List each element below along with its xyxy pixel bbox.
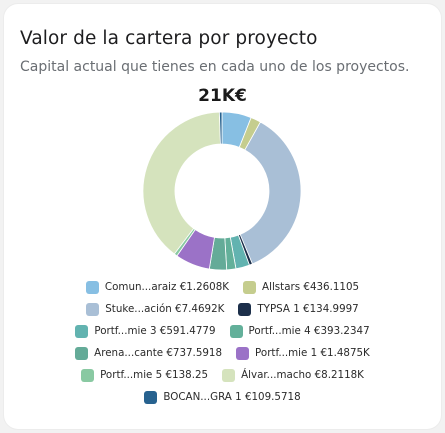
legend-label: Portf...mie 4 €393.2347 xyxy=(248,325,370,337)
legend-item[interactable]: Allstars €436.1105 xyxy=(243,280,360,294)
legend-swatch xyxy=(75,324,89,338)
legend-swatch xyxy=(75,346,89,360)
legend-label: Álvar...macho €8.2118K xyxy=(241,369,364,381)
legend-item[interactable]: BOCAN...GRA 1 €109.5718 xyxy=(144,390,301,404)
legend-swatch xyxy=(243,280,257,294)
legend-row: Portf...mie 5 €138.25 Álvar...macho €8.21… xyxy=(4,364,441,386)
portfolio-value-card: Valor de la cartera por proyecto Capital… xyxy=(4,4,441,429)
donut-slice[interactable] xyxy=(218,111,223,145)
legend-label: BOCAN...GRA 1 €109.5718 xyxy=(163,391,301,403)
legend-item[interactable]: Arena...cante €737.5918 xyxy=(75,346,223,360)
legend-label: TYPSA 1 €134.9997 xyxy=(257,303,359,315)
legend-item[interactable]: Portf...mie 1 €1.4875K xyxy=(236,346,370,360)
legend-item[interactable]: Comun...araiz €1.2608K xyxy=(85,280,230,294)
legend-swatch xyxy=(86,302,100,316)
card-title: Valor de la cartera por proyecto xyxy=(20,28,318,49)
legend-item[interactable]: Portf...mie 3 €591.4779 xyxy=(75,324,216,338)
legend-row: Stuke...ación €7.4692K TYPSA 1 €134.9997 xyxy=(4,298,441,320)
legend-item[interactable]: Portf...mie 5 €138.25 xyxy=(81,368,209,382)
legend-label: Portf...mie 5 €138.25 xyxy=(100,369,209,381)
donut-total-label: 21K€ xyxy=(198,86,247,106)
legend-label: Portf...mie 3 €591.4779 xyxy=(94,325,216,337)
legend-swatch xyxy=(236,346,250,360)
legend-label: Arena...cante €737.5918 xyxy=(94,347,223,359)
donut-chart xyxy=(142,111,302,271)
legend-row: Portf...mie 3 €591.4779 Portf...mie 4 €39… xyxy=(4,320,441,342)
legend-label: Comun...araiz €1.2608K xyxy=(104,281,230,293)
legend-label: Portf...mie 1 €1.4875K xyxy=(255,347,370,359)
legend-item[interactable]: Stuke...ación €7.4692K xyxy=(86,302,225,316)
legend-row: Arena...cante €737.5918 Portf...mie 1 €1.… xyxy=(4,342,441,364)
legend-swatch xyxy=(81,368,95,382)
donut-slice[interactable] xyxy=(142,111,221,255)
donut-slice[interactable] xyxy=(239,121,302,265)
chart-legend: Comun...araiz €1.2608K Allstars €436.1105… xyxy=(4,276,441,408)
legend-item[interactable]: TYPSA 1 €134.9997 xyxy=(238,302,359,316)
legend-row: Comun...araiz €1.2608K Allstars €436.1105 xyxy=(4,276,441,298)
legend-swatch xyxy=(238,302,252,316)
legend-swatch xyxy=(85,280,99,294)
legend-label: Allstars €436.1105 xyxy=(262,281,360,293)
legend-item[interactable]: Portf...mie 4 €393.2347 xyxy=(229,324,370,338)
legend-swatch xyxy=(144,390,158,404)
legend-swatch xyxy=(229,324,243,338)
card-subtitle: Capital actual que tienes en cada uno de… xyxy=(20,59,410,75)
legend-item[interactable]: Álvar...macho €8.2118K xyxy=(222,368,364,382)
legend-label: Stuke...ación €7.4692K xyxy=(105,303,225,315)
legend-row: BOCAN...GRA 1 €109.5718 xyxy=(4,386,441,408)
legend-swatch xyxy=(222,368,236,382)
